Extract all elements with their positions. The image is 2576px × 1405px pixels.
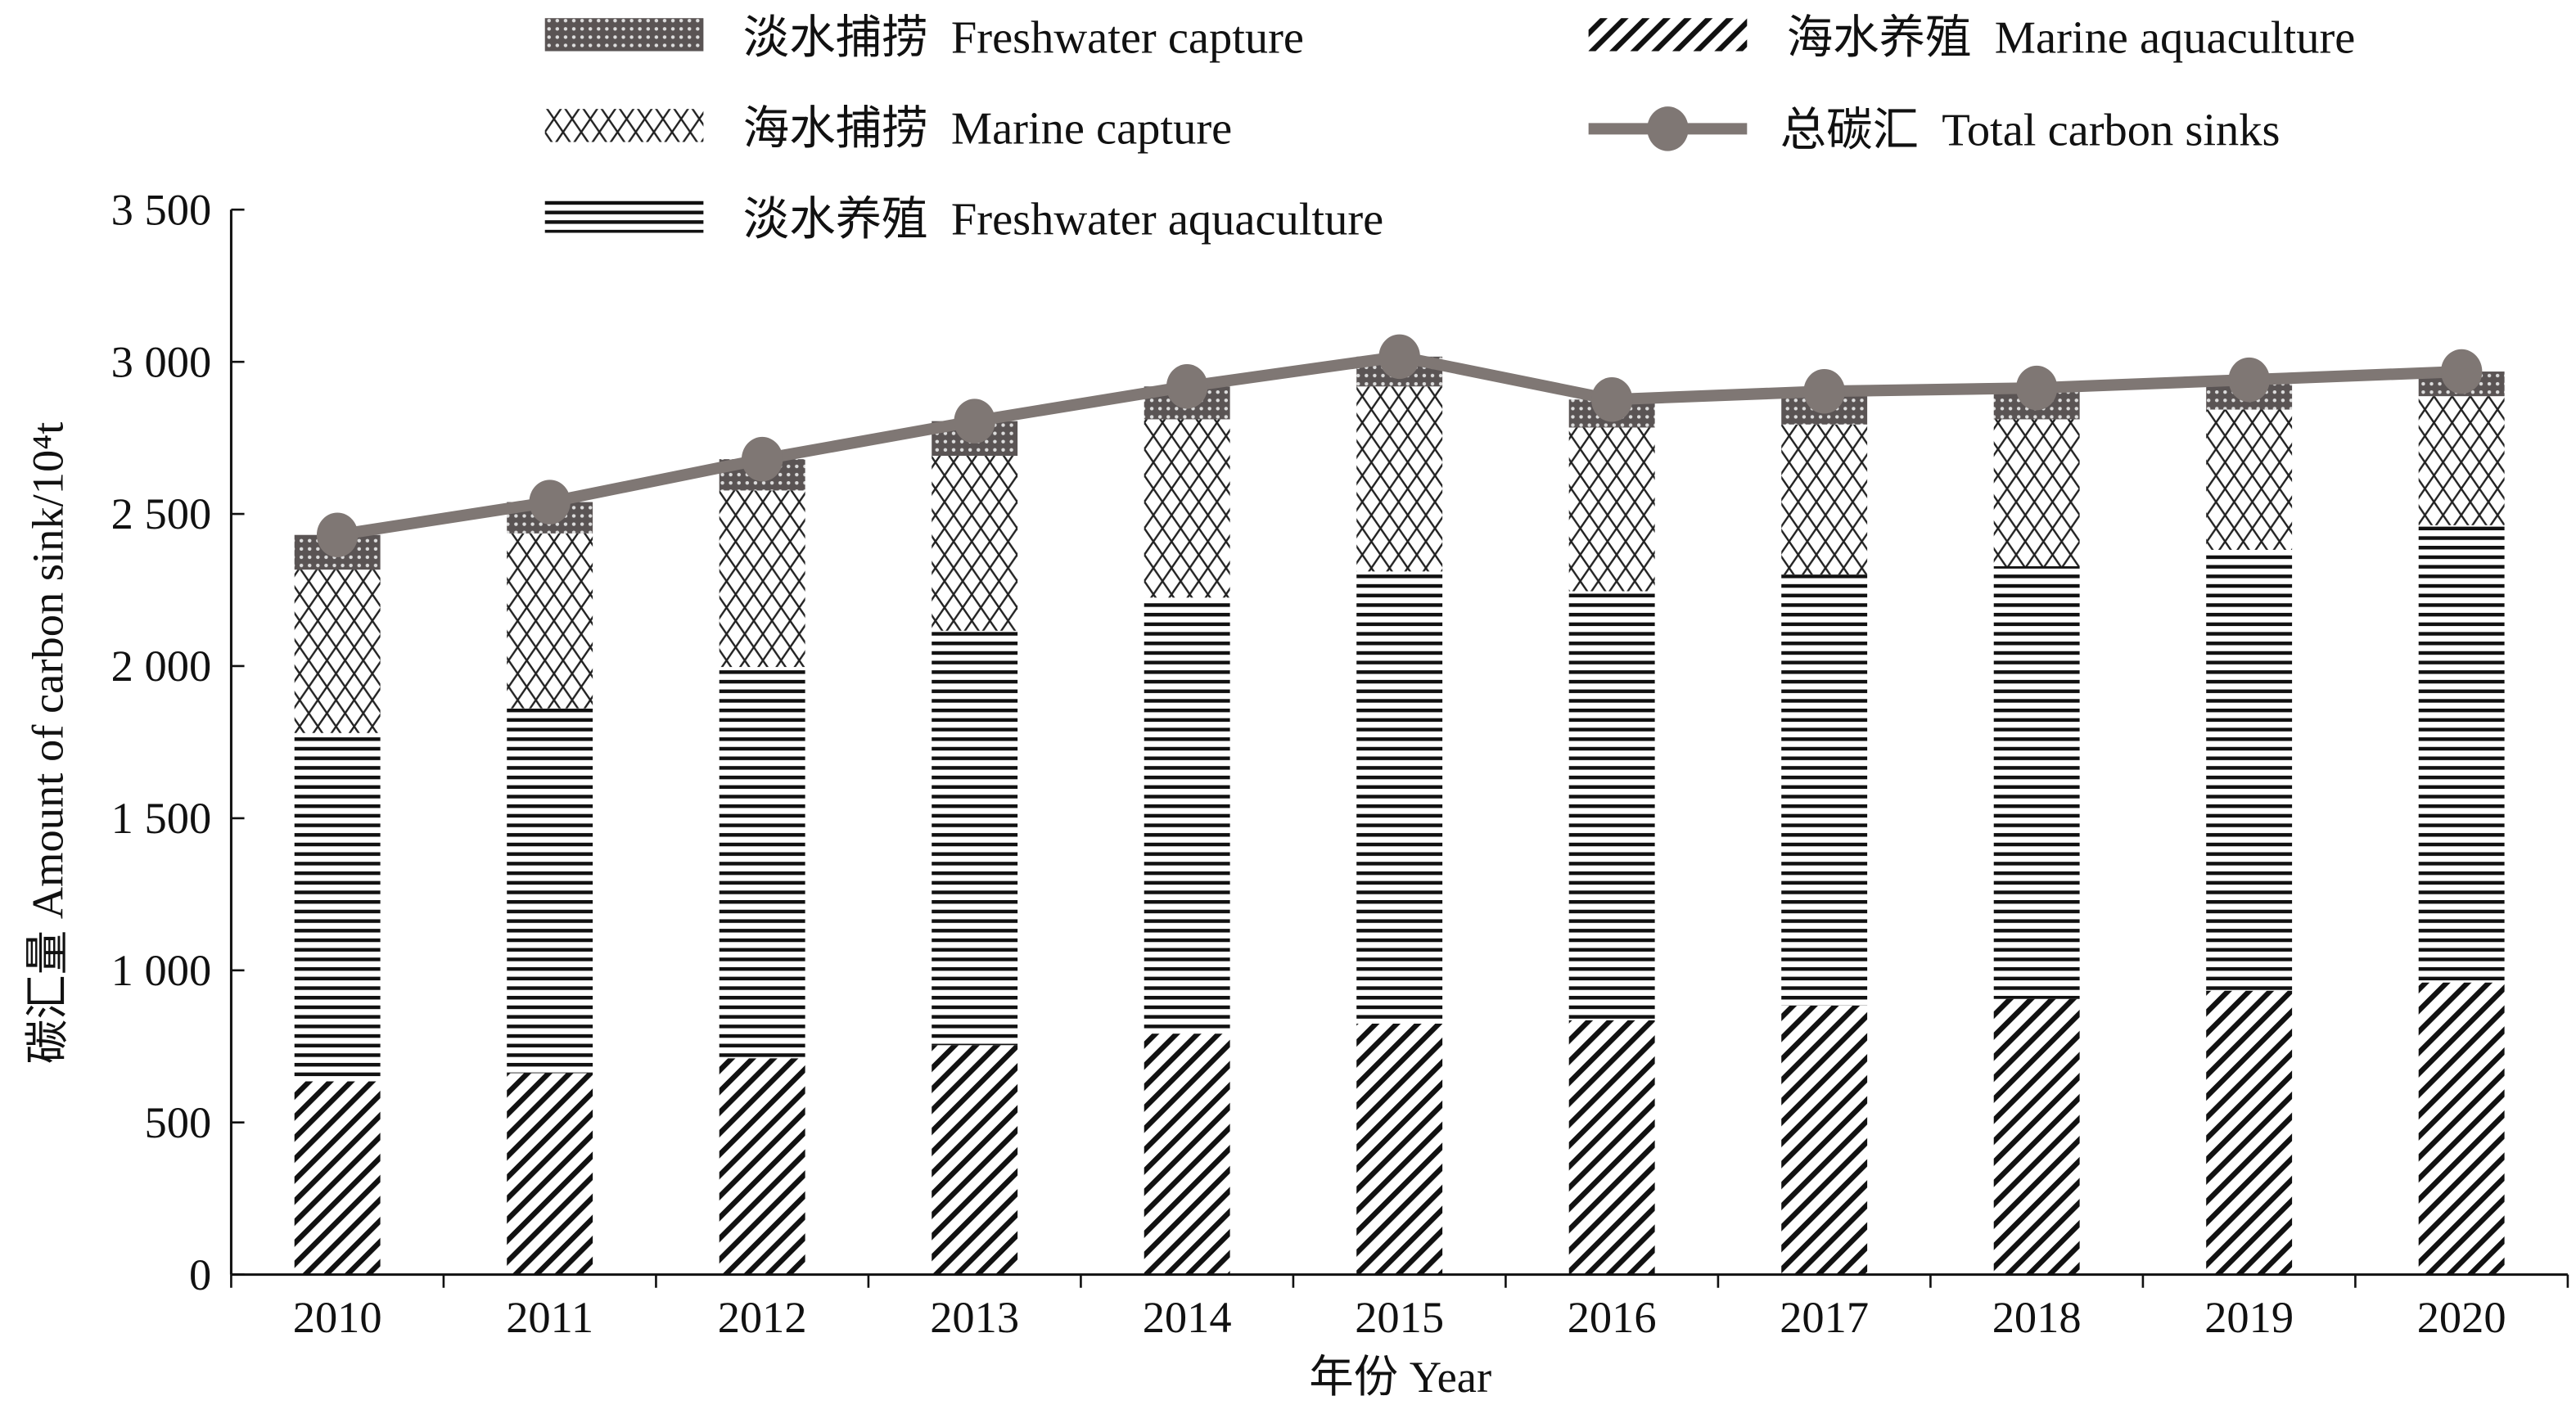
x-tick-label-2013: 2013 [930,1292,1019,1342]
bar-diagonal-2017 [1781,1005,1868,1275]
x-tick-label-2012: 2012 [718,1292,807,1342]
bar-diagonal-2012 [719,1058,805,1275]
total-point-2020 [2440,349,2483,394]
y-tick-label-3000: 3 000 [111,336,212,386]
y-tick-label-500: 500 [145,1097,212,1147]
legend-label-crosshatch: 海水捕捞 Marine capture [743,104,1232,155]
bar-crosshatch-2015 [1356,386,1443,572]
bar-diagonal-2018 [1993,998,2080,1275]
bar-horizontal-2019 [2206,549,2293,991]
y-tick-label-1500: 1 500 [111,793,212,843]
bar-crosshatch-2014 [1144,419,1230,598]
bar-crosshatch-2020 [2418,396,2505,525]
bar-diagonal-2016 [1568,1020,1655,1275]
bar-crosshatch-2011 [507,533,593,709]
bar-horizontal-2011 [507,708,593,1074]
x-tick-label-2011: 2011 [506,1292,593,1342]
bar-crosshatch-2013 [932,456,1018,631]
legend-swatch-diagonal [1588,18,1748,52]
bar-crosshatch-2012 [719,490,805,668]
legend-swatch-horizontal [544,200,704,233]
bar-diagonal-2014 [1144,1033,1230,1275]
bar-horizontal-2016 [1568,591,1655,1020]
total-point-2010 [316,512,359,557]
x-axis-title: 年份 Year [1309,1352,1491,1402]
bar-crosshatch-2010 [294,570,381,733]
legend-swatch-dense [544,18,704,52]
total-point-2016 [1590,377,1633,422]
x-tick-label-2015: 2015 [1355,1292,1444,1342]
y-tick-label-1000: 1 000 [111,945,212,995]
y-tick-label-0: 0 [189,1250,211,1299]
x-tick-label-2019: 2019 [2204,1292,2294,1342]
legend-label-total: 总碳汇 Total carbon sinks [1780,106,2281,156]
y-tick-label-3500: 3 500 [111,184,212,234]
legend-label-diagonal: 海水养殖 Marine aquaculture [1787,13,2356,64]
bar-diagonal-2015 [1356,1023,1443,1275]
bar-crosshatch-2019 [2206,409,2293,550]
total-point-2012 [741,436,783,482]
legend-swatch-total-point [1647,106,1689,151]
x-tick-label-2016: 2016 [1568,1292,1657,1342]
total-point-2017 [1803,368,1845,414]
total-point-2018 [2015,365,2058,411]
x-tick-label-2020: 2020 [2417,1292,2506,1342]
bar-horizontal-2018 [1993,566,2080,999]
total-point-2015 [1378,334,1420,380]
bar-horizontal-2010 [294,732,381,1082]
bar-diagonal-2020 [2418,982,2505,1275]
total-point-2013 [954,399,995,444]
legend-label-dense: 淡水捕捞 Freshwater capture [743,13,1304,64]
bar-diagonal-2011 [507,1073,593,1275]
total-point-2011 [529,480,571,525]
bar-horizontal-2012 [719,667,805,1059]
x-tick-label-2010: 2010 [293,1292,382,1342]
x-tick-label-2018: 2018 [1992,1292,2082,1342]
total-point-2014 [1166,364,1208,409]
bar-crosshatch-2017 [1781,424,1868,575]
bar-horizontal-2014 [1144,597,1230,1034]
total-point-2019 [2228,357,2270,403]
bar-horizontal-2020 [2418,525,2505,983]
bar-crosshatch-2018 [1993,419,2080,567]
bar-horizontal-2017 [1781,574,1868,1006]
bar-horizontal-2013 [932,630,1018,1046]
y-axis-title: 碳汇量 Amount of carbon sink/10⁴t [23,422,73,1065]
x-tick-label-2014: 2014 [1143,1292,1232,1342]
bar-crosshatch-2016 [1568,427,1655,592]
legend-label-horizontal: 淡水养殖 Freshwater aquaculture [743,194,1383,245]
bar-diagonal-2019 [2206,990,2293,1275]
y-tick-label-2500: 2 500 [111,489,212,538]
x-tick-label-2017: 2017 [1780,1292,1869,1342]
bar-horizontal-2015 [1356,571,1443,1024]
legend-swatch-crosshatch [544,109,704,142]
bar-diagonal-2010 [294,1081,381,1275]
bar-diagonal-2013 [932,1045,1018,1275]
y-tick-label-2000: 2 000 [111,641,212,691]
